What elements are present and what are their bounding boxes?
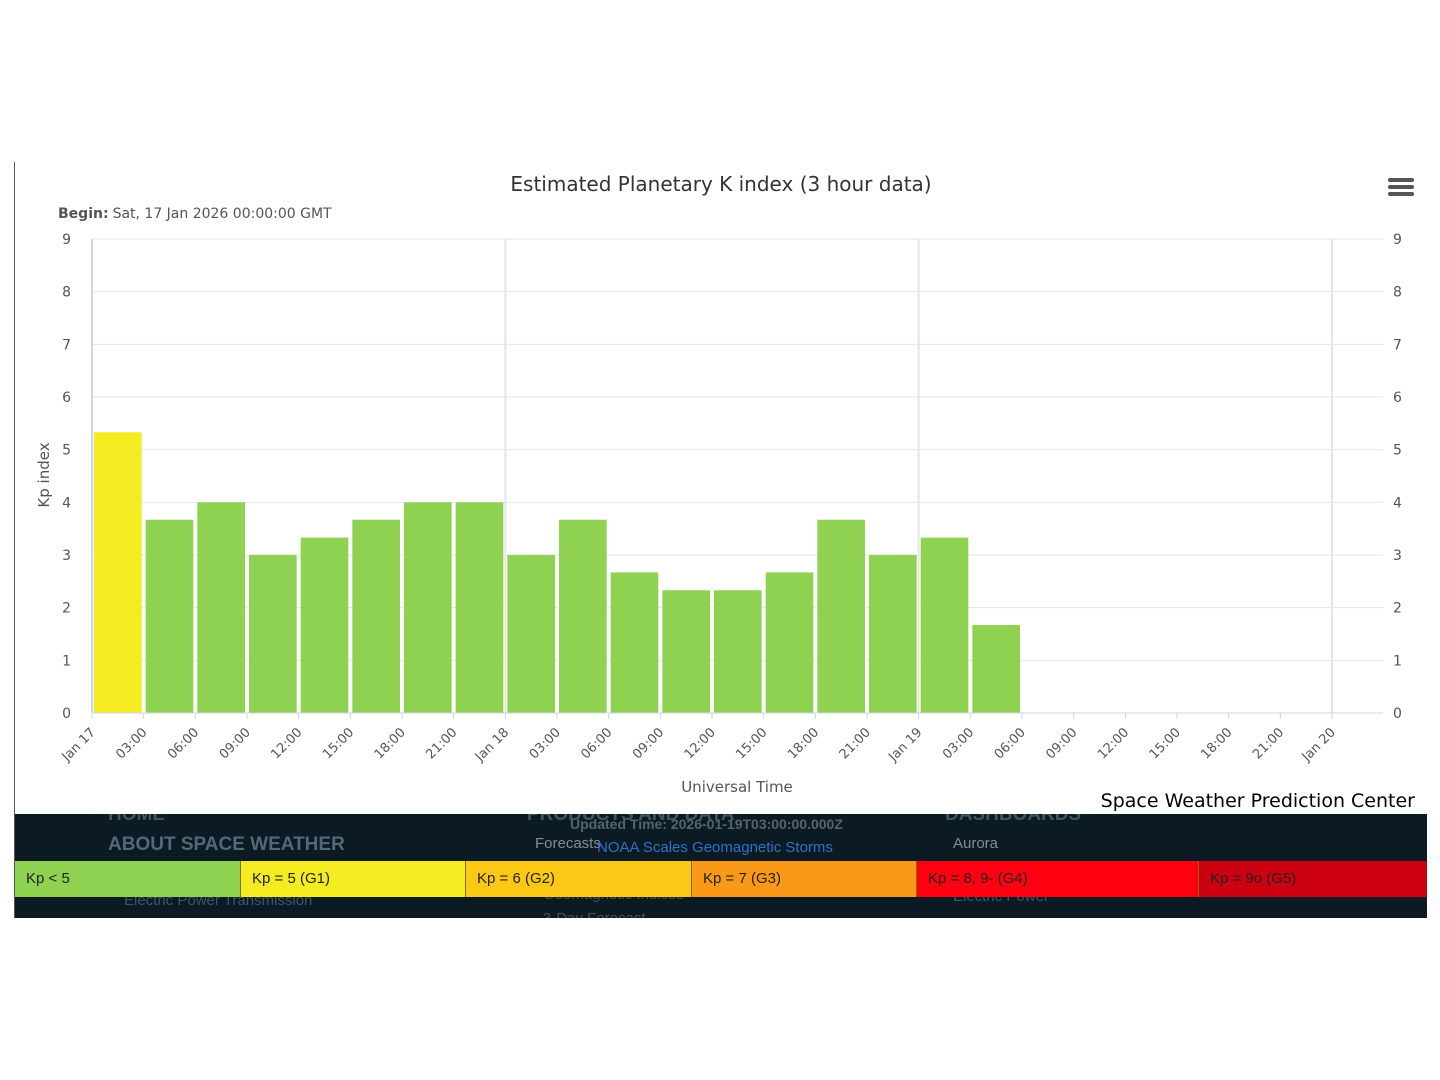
site-footer: HOME ABOUT SPACE WEATHER Electric Power …	[14, 814, 1427, 918]
kp-color-legend: Kp < 5 Kp = 5 (G1) Kp = 6 (G2) Kp = 7 (G3) K…	[15, 861, 1427, 897]
x-tick-label: 06:00	[992, 725, 1029, 762]
x-tick-label: 12:00	[1095, 725, 1132, 762]
y-tick-label-right: 1	[1393, 653, 1402, 669]
kp-bar[interactable]	[869, 555, 917, 713]
legend-item: Kp = 5 (G1)	[241, 861, 466, 897]
menu-line	[1388, 185, 1414, 189]
x-tick-label: Jan 20	[1299, 725, 1339, 765]
y-tick-label-right: 4	[1393, 495, 1402, 511]
x-tick-label: 12:00	[682, 725, 719, 762]
kp-chart: Estimated Planetary K index (3 hour data…	[35, 172, 1402, 796]
x-tick-label: 06:00	[578, 725, 615, 762]
x-tick-label: 21:00	[423, 725, 460, 762]
noaa-scales-link[interactable]: NOAA Scales Geomagnetic Storms	[597, 839, 833, 856]
y-tick-label: 5	[62, 443, 71, 459]
footer-link-three-day[interactable]: 3-Day Forecast	[543, 910, 646, 918]
menu-line	[1388, 178, 1414, 182]
credit-text: Space Weather Prediction Center	[1100, 790, 1415, 812]
x-tick-label: 03:00	[527, 725, 564, 762]
kp-bar[interactable]	[714, 590, 762, 713]
footer-link-aurora[interactable]: Aurora	[953, 835, 999, 852]
kp-bar[interactable]	[765, 572, 814, 713]
x-tick-label: 12:00	[268, 725, 305, 762]
x-tick-label: Jan 17	[59, 725, 99, 765]
kp-bar[interactable]	[972, 625, 1020, 713]
x-tick-label: 21:00	[837, 725, 874, 762]
kp-bar[interactable]	[507, 555, 555, 713]
kp-bar[interactable]	[817, 519, 865, 713]
x-tick-label: 18:00	[785, 725, 822, 762]
y-tick-label-right: 0	[1393, 706, 1402, 722]
chart-menu-button[interactable]	[1388, 178, 1414, 200]
x-tick-label: 09:00	[1043, 725, 1080, 762]
y-tick-label-right: 3	[1393, 548, 1402, 564]
y-tick-label-right: 5	[1393, 443, 1402, 459]
y-tick-label-right: 7	[1393, 337, 1402, 353]
y-tick-label-right: 9	[1393, 232, 1402, 248]
kp-chart-panel: Estimated Planetary K index (3 hour data…	[14, 162, 1427, 816]
x-tick-label: 18:00	[1198, 725, 1235, 762]
y-tick-label-right: 2	[1393, 601, 1402, 617]
x-tick-label: 18:00	[372, 725, 409, 762]
chart-title: Estimated Planetary K index (3 hour data…	[510, 172, 931, 196]
kp-bar[interactable]	[920, 537, 969, 713]
kp-bar[interactable]	[610, 572, 659, 713]
kp-bar[interactable]	[300, 537, 349, 713]
y-tick-label: 8	[62, 285, 71, 301]
y-tick-label: 3	[62, 548, 71, 564]
x-tick-label: 15:00	[733, 725, 770, 762]
legend-item: Kp = 6 (G2)	[466, 861, 692, 897]
footer-link-forecasts[interactable]: Forecasts	[535, 835, 601, 852]
x-tick-label: 21:00	[1250, 725, 1287, 762]
kp-bar[interactable]	[249, 555, 297, 713]
legend-item: Kp = 8, 9- (G4)	[917, 861, 1199, 897]
bars	[94, 432, 1020, 713]
kp-bar[interactable]	[662, 590, 710, 713]
footer-nav-about[interactable]: ABOUT SPACE WEATHER	[108, 834, 345, 855]
y-tick-label: 9	[62, 232, 71, 248]
kp-bar[interactable]	[94, 432, 142, 713]
menu-line	[1388, 192, 1414, 196]
y-axis-title: Kp index	[35, 442, 53, 507]
footer-nav-home[interactable]: HOME	[108, 814, 165, 825]
legend-item: Kp = 7 (G3)	[692, 861, 917, 897]
x-tick-label: 09:00	[217, 725, 254, 762]
x-tick-label: 03:00	[113, 725, 150, 762]
legend-item: Kp = 9o (G5)	[1199, 861, 1427, 897]
kp-bar[interactable]	[352, 519, 400, 713]
y-tick-label: 4	[62, 495, 71, 511]
x-tick-label: Jan 18	[472, 725, 512, 765]
kp-bar[interactable]	[404, 502, 452, 713]
x-tick-label: 06:00	[165, 725, 202, 762]
x-tick-label: 15:00	[320, 725, 357, 762]
kp-bar[interactable]	[559, 519, 607, 713]
y-tick-label: 1	[62, 653, 71, 669]
y-tick-label-right: 8	[1393, 285, 1402, 301]
kp-bar[interactable]	[197, 502, 245, 713]
x-tick-label: 09:00	[630, 725, 667, 762]
x-tick-label: Jan 19	[885, 725, 925, 765]
footer-nav-products[interactable]: PRODUCTS AND DATA	[527, 814, 735, 825]
y-tick-label: 0	[62, 706, 71, 722]
y-tick-label: 6	[62, 390, 71, 406]
y-tick-label: 7	[62, 337, 71, 353]
footer-nav-dashboards[interactable]: DASHBOARDS	[945, 814, 1082, 825]
updated-time: Updated Time: 2026-01-19T03:00:00.000Z	[570, 816, 843, 832]
kp-bar[interactable]	[455, 502, 504, 713]
y-tick-label: 2	[62, 601, 71, 617]
subtitle-value: Sat, 17 Jan 2026 00:00:00 GMT	[113, 206, 332, 222]
y-tick-label-right: 6	[1393, 390, 1402, 406]
chart-subtitle: Begin: Sat, 17 Jan 2026 00:00:00 GMT	[58, 206, 332, 222]
subtitle-label: Begin:	[58, 206, 109, 222]
legend-item: Kp < 5	[15, 861, 241, 897]
kp-bar[interactable]	[145, 519, 194, 713]
x-axis-title: Universal Time	[681, 778, 793, 796]
x-tick-label: 03:00	[940, 725, 977, 762]
x-tick-label: 15:00	[1147, 725, 1184, 762]
